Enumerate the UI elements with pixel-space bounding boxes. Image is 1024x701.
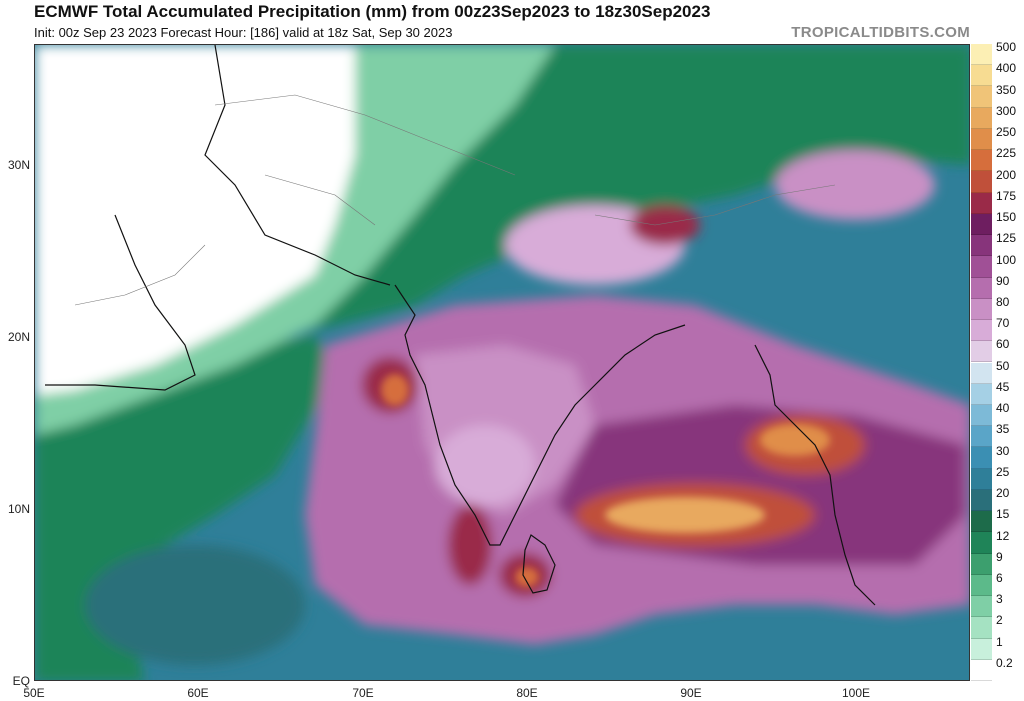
- map-subtitle: Init: 00z Sep 23 2023 Forecast Hour: [18…: [34, 25, 453, 40]
- borders: [74, 94, 836, 306]
- colorbar-swatch: [971, 298, 992, 321]
- colorbar-level-label: 20: [996, 486, 1010, 501]
- colorbar-swatch: [971, 511, 992, 533]
- colorbar-swatch: [971, 426, 992, 448]
- colorbar-swatch: [971, 65, 992, 87]
- colorbar-swatch: [971, 86, 992, 108]
- colorbar-level-label: 300: [996, 103, 1017, 118]
- lon-label-50e: 50E: [23, 686, 45, 700]
- colorbar-swatch: [971, 468, 992, 490]
- colorbar-level-label: 30: [996, 443, 1010, 458]
- colorbar-swatch: [971, 596, 992, 618]
- colorbar-legend: 0.2 1 2 3 6 9 12 15 20 25 30 35 40 45 50 60 70 80 90 100 125…: [971, 40, 1024, 681]
- colorbar-swatch: [971, 404, 992, 427]
- lon-label-90e: 90E: [680, 686, 702, 700]
- colorbar-level-label: 25: [996, 464, 1010, 479]
- colorbar-level-label: 500: [996, 40, 1017, 55]
- colorbar-level-label: 60: [996, 337, 1010, 352]
- colorbar-level-label: 70: [996, 316, 1010, 331]
- colorbar-swatch: [971, 553, 992, 575]
- colorbar-level-label: 400: [996, 61, 1017, 76]
- colorbar-swatch: [971, 107, 992, 129]
- lat-label-30n: 30N: [7, 158, 30, 172]
- lon-label-60e: 60E: [187, 686, 209, 700]
- colorbar-level-label: 0.2: [996, 655, 1013, 670]
- map-title: ECMWF Total Accumulated Precipitation (m…: [34, 2, 711, 21]
- colorbar-swatch: [971, 213, 992, 236]
- colorbar-level-label: 40: [996, 401, 1010, 416]
- colorbar-level-label: 225: [996, 146, 1017, 161]
- lat-label-10n: 10N: [7, 502, 30, 516]
- colorbar-level-label: 1: [996, 634, 1003, 649]
- colorbar-swatch: [971, 277, 992, 299]
- colorbar-level-label: 35: [996, 422, 1010, 437]
- colorbar-level-label: 80: [996, 294, 1010, 309]
- colorbar-swatch: [971, 489, 992, 512]
- colorbar-level-label: 9: [996, 549, 1003, 564]
- colorbar-swatch: [971, 447, 992, 469]
- colorbar-swatch: [971, 638, 992, 660]
- lon-label-100e: 100E: [841, 686, 871, 700]
- colorbar-swatch: [971, 532, 992, 554]
- colorbar-swatch: [971, 128, 992, 151]
- precip-field: [35, 45, 969, 680]
- lon-label-80e: 80E: [516, 686, 538, 700]
- colorbar-swatch: [971, 341, 992, 363]
- lon-label-70e: 70E: [352, 686, 374, 700]
- colorbar-level-label: 175: [996, 188, 1017, 203]
- colorbar-level-label: 15: [996, 507, 1010, 522]
- colorbar-swatch: [971, 574, 992, 597]
- lat-label-20n: 20N: [7, 330, 30, 344]
- colorbar-level-label: 125: [996, 231, 1017, 246]
- colorbar-level-label: 12: [996, 528, 1010, 543]
- colorbar-level-label: 350: [996, 82, 1017, 97]
- precip-maxima: [381, 374, 830, 587]
- colorbar-level-label: 2: [996, 613, 1003, 628]
- colorbar-swatch: [971, 150, 992, 172]
- map-canvas: [35, 45, 969, 680]
- colorbar-swatch: [971, 44, 992, 66]
- coastlines: [45, 45, 876, 606]
- colorbar-swatch: [971, 383, 992, 405]
- colorbar-level-label: 3: [996, 592, 1003, 607]
- colorbar-swatch: [971, 235, 992, 257]
- colorbar-swatch: [971, 659, 992, 681]
- colorbar-swatch: [971, 320, 992, 342]
- colorbar-level-label: 150: [996, 210, 1017, 225]
- colorbar-level-label: 100: [996, 252, 1017, 267]
- colorbar-level-label: 250: [996, 125, 1017, 140]
- colorbar-level-label: 50: [996, 358, 1010, 373]
- precipitation-map: [34, 44, 970, 681]
- brand-watermark[interactable]: TROPICALTIDBITS.COM: [791, 24, 970, 41]
- colorbar-level-label: 45: [996, 379, 1010, 394]
- colorbar-level-label: 90: [996, 273, 1010, 288]
- colorbar-level-label: 6: [996, 571, 1003, 586]
- lat-label-eq: EQ: [12, 674, 30, 688]
- colorbar-swatch: [971, 256, 992, 278]
- colorbar-swatch: [971, 362, 992, 384]
- colorbar-swatch: [971, 617, 992, 639]
- colorbar-swatch: [971, 192, 992, 214]
- colorbar-level-label: 200: [996, 167, 1017, 182]
- colorbar-swatch: [971, 171, 992, 193]
